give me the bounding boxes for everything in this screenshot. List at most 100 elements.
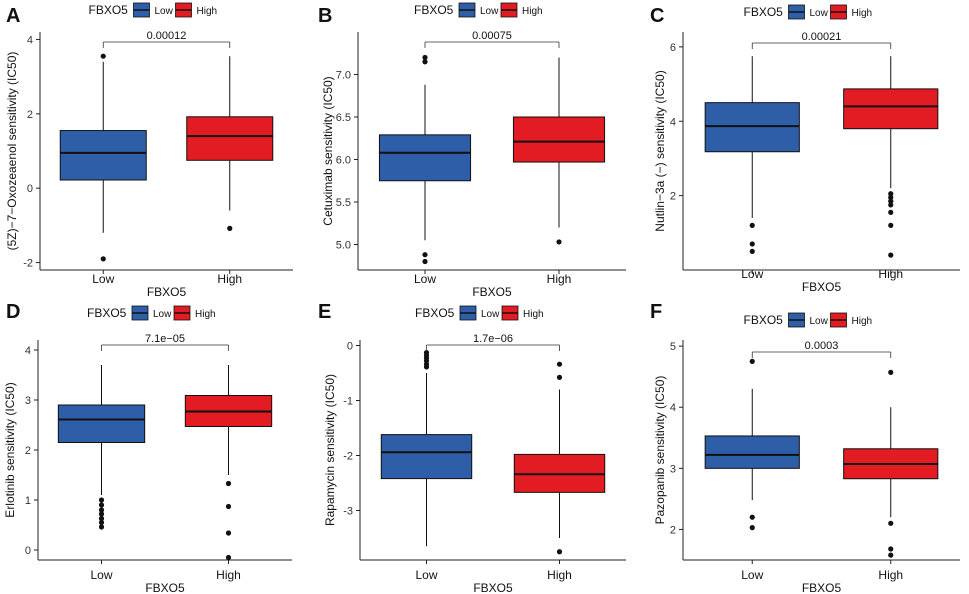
panel-d-x-tick-label-high: High (216, 568, 241, 582)
panel-c-y-tick-label-2: 6 (670, 42, 676, 54)
panel-d-outlier-high-3 (225, 554, 232, 561)
panel-d-outlier-low-3 (98, 511, 105, 517)
panel-e-y-tick-label-2: -1 (343, 396, 353, 408)
panel-a-box-high (186, 116, 274, 161)
panel-c-outlier-high-5 (888, 222, 894, 228)
panel-a-x-axis-title: FBXO5 (147, 285, 187, 299)
panel-a-legend-label-high: High (197, 6, 218, 17)
panel-d-p-value: 7.1e−05 (145, 333, 185, 345)
panel-b-box-high (512, 116, 606, 163)
panel-b-y-tick-label-2: 6.0 (336, 155, 351, 167)
panel-f-x-axis-title: FBXO5 (802, 581, 842, 594)
panel-f-outlier-high-3 (888, 552, 894, 558)
panel-c-p-value: 0.00021 (802, 31, 842, 43)
panel-b-y-tick-label-1: 5.5 (336, 197, 351, 209)
panel-e-x-tick-label-low: Low (415, 568, 437, 582)
panel-b-box-low (378, 134, 472, 182)
panel-f-legend-title: FBXO5 (744, 313, 784, 327)
panel-f-x-tick-label-high: High (878, 568, 903, 582)
panel-c-outlier-high-2 (888, 198, 894, 204)
panel-a-y-axis-title: (5Z)−7−Oxozeaenol sensitivity (IC50) (5, 52, 19, 251)
panel-d-outlier-low-0 (98, 497, 105, 503)
panel-f-outlier-high-2 (888, 546, 894, 552)
panel-b-letter: B (318, 5, 332, 27)
panel-e-box-low (380, 434, 473, 480)
panel-a-box-low (59, 130, 147, 181)
panel-d-outlier-high-1 (225, 503, 232, 510)
panel-c-outlier-high-4 (888, 209, 894, 215)
panel-a-outlier-high-0 (227, 225, 233, 231)
panel-c-y-tick-label-0: 2 (670, 191, 676, 203)
panel-d-y-tick-label-0: 0 (25, 545, 31, 557)
panel-d-outlier-low-4 (98, 515, 105, 522)
panel-b-outlier-low-3 (422, 258, 428, 265)
panel-f-outlier-high-0 (888, 369, 894, 375)
panel-b-outlier-low-0 (422, 54, 428, 61)
panel-f-outlier-low-0 (749, 358, 755, 364)
panel-d-y-tick-label-4: 4 (25, 345, 31, 357)
panel-b-y-axis-title: Cetuximab sensitivity (IC50) (321, 76, 335, 225)
panel-b-legend-label-low: Low (480, 6, 499, 17)
panel-d-legend-label-high: High (195, 309, 216, 320)
panel-f-outlier-low-1 (749, 514, 755, 520)
panel-b-legend-title: FBXO5 (414, 3, 454, 17)
panel-e-outlier-high-1 (556, 374, 563, 380)
panel-c-outlier-high-1 (888, 194, 894, 201)
panel-c-outlier-high-6 (888, 252, 894, 258)
panel-f-box-low (704, 435, 800, 469)
panel-c-box-low (704, 102, 800, 153)
panel-a-p-value: 0.00012 (147, 30, 187, 42)
panel-a-y-tick-label-1: 0 (27, 183, 33, 195)
panel-c-x-axis-title: FBXO5 (802, 280, 842, 294)
panel-b-y-tick-label-0: 5.0 (336, 240, 351, 252)
panel-d-outlier-high-2 (225, 530, 232, 536)
panel-f-outlier-high-1 (888, 520, 894, 526)
panel-a-y-tick-label-2: 2 (27, 109, 33, 121)
panel-c-y-tick-label-1: 4 (670, 116, 676, 128)
panel-f-letter: F (650, 301, 662, 323)
panel-c-letter: C (650, 5, 664, 27)
panel-c-box-high (843, 88, 939, 130)
panel-e-letter: E (318, 301, 331, 323)
panel-c-outlier-high-3 (888, 202, 894, 208)
panel-e-y-tick-label-3: 0 (347, 341, 353, 353)
panel-b-x-tick-label-low: Low (414, 272, 436, 286)
panel-e-x-tick-label-high: High (547, 568, 572, 582)
panel-f-x-tick-label-low: Low (741, 568, 763, 582)
panel-f-y-tick-label-1: 3 (670, 463, 676, 475)
panel-a-outlier-low-0 (100, 53, 106, 59)
panel-b-x-tick-label-high: High (547, 272, 572, 286)
panel-d-legend-label-low: Low (153, 309, 172, 320)
panel-d-y-tick-label-1: 1 (25, 495, 31, 507)
panel-f-legend-label-high: High (852, 316, 873, 327)
panel-f-legend-label-low: Low (810, 316, 829, 327)
panel-b-outlier-high-0 (556, 239, 562, 245)
panel-b-x-axis-title: FBXO5 (472, 285, 512, 299)
panel-d-outlier-low-2 (98, 507, 105, 513)
panel-f-y-tick-label-2: 4 (670, 402, 676, 414)
panel-e-p-value: 1.7e−06 (473, 333, 513, 345)
panel-e-x-axis-title: FBXO5 (473, 581, 513, 594)
panel-f-p-value: 0.0003 (805, 340, 839, 352)
panel-f-y-axis-title: Pazopanib sensitivity (IC50) (653, 376, 667, 525)
panel-e-y-tick-label-0: -3 (343, 506, 353, 518)
panel-b-legend-label-high: High (522, 6, 543, 17)
panel-d-outlier-low-5 (98, 519, 105, 526)
panel-a-letter: A (6, 5, 20, 27)
panel-c-outlier-low-0 (749, 222, 755, 228)
panel-f-y-tick-label-3: 5 (670, 341, 676, 353)
panel-d-outlier-low-6 (98, 524, 105, 530)
panel-e-y-tick-label-1: -2 (343, 451, 353, 463)
panel-a-legend-label-low: Low (155, 6, 174, 17)
panel-d-y-tick-label-2: 2 (25, 445, 31, 457)
panel-e-legend-label-high: High (523, 309, 544, 320)
panel-d-box-low (57, 404, 146, 443)
panel-b-y-tick-label-4: 7.0 (336, 70, 351, 82)
panel-c-legend-title: FBXO5 (744, 5, 784, 19)
panel-c-outlier-high-0 (888, 191, 894, 197)
panel-d-y-axis-title: Erlotinib sensitivity (IC50) (3, 382, 17, 517)
panel-d-legend-title: FBXO5 (87, 306, 127, 320)
panel-e-y-axis-title: Rapamycin sensitivity (IC50) (323, 374, 337, 526)
panel-e-legend-label-low: Low (481, 309, 500, 320)
